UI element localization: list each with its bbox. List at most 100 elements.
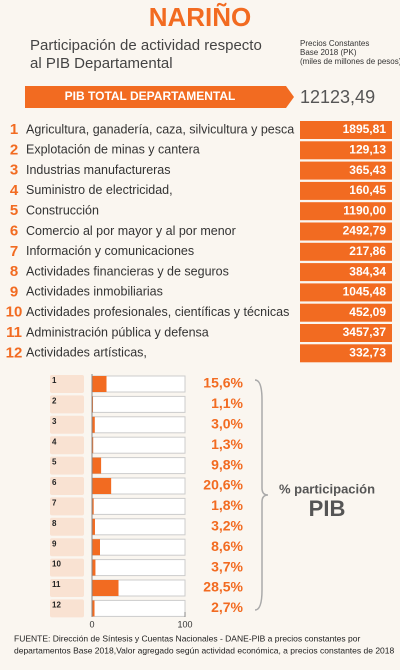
row-number: 10 bbox=[6, 304, 23, 321]
row-value: 3457,37 bbox=[343, 325, 387, 339]
bar bbox=[92, 457, 102, 474]
icon bbox=[50, 415, 84, 434]
row-value: 1190,00 bbox=[343, 203, 386, 217]
value-box bbox=[300, 344, 392, 363]
row-label: Explotación de minas y cantera bbox=[26, 143, 200, 157]
category-label: 7 bbox=[52, 499, 57, 508]
footer: departamentos Base 2018,Valor agregado s… bbox=[14, 645, 395, 655]
row-label: Actividades inmobiliarias bbox=[26, 285, 163, 299]
row-value: 1045,48 bbox=[343, 285, 387, 299]
icon bbox=[50, 579, 84, 597]
icon bbox=[50, 456, 84, 475]
row-frame bbox=[91, 457, 186, 475]
category-label: 1 bbox=[52, 376, 57, 385]
row-value: 160,45 bbox=[349, 183, 386, 197]
value-box bbox=[300, 181, 392, 200]
annotation: PIB bbox=[309, 496, 346, 521]
value-label: 3,7% bbox=[211, 558, 243, 574]
row-label: Suministro de electricidad, bbox=[26, 183, 173, 197]
icon bbox=[50, 497, 84, 516]
icon bbox=[50, 538, 84, 557]
icon bbox=[50, 395, 84, 414]
icon bbox=[50, 558, 84, 577]
row-number: 5 bbox=[10, 202, 18, 219]
icon bbox=[50, 599, 84, 618]
value-label: 1,8% bbox=[211, 497, 243, 513]
value-label: 8,6% bbox=[211, 538, 243, 554]
icon bbox=[50, 477, 84, 495]
footer: FUENTE: Dirección de Síntesis y Cuentas … bbox=[14, 633, 360, 643]
bar bbox=[92, 600, 95, 617]
icon bbox=[50, 375, 84, 393]
value-label: 1,1% bbox=[211, 395, 243, 411]
value-label: 20,6% bbox=[203, 477, 243, 493]
units-note: Precios Constantes bbox=[300, 39, 369, 48]
icon bbox=[50, 517, 84, 536]
category-label: 4 bbox=[52, 437, 57, 446]
bar bbox=[92, 559, 96, 576]
bar bbox=[92, 396, 94, 413]
row-value: 2492,79 bbox=[343, 224, 387, 238]
row-value: 452,09 bbox=[349, 305, 386, 319]
row-label: Actividades profesionales, científicas y… bbox=[26, 305, 289, 319]
value-label: 28,5% bbox=[203, 579, 243, 595]
value-box bbox=[300, 263, 392, 282]
bar bbox=[92, 376, 107, 392]
subtitle: al PIB Departamental bbox=[30, 55, 173, 72]
bar bbox=[92, 539, 100, 556]
row-label: Industrias manufactureras bbox=[26, 163, 171, 177]
row-number: 12 bbox=[6, 344, 23, 361]
row-frame bbox=[91, 497, 186, 515]
row-label: Agricultura, ganadería, caza, silvicultu… bbox=[26, 122, 294, 136]
bar bbox=[92, 478, 112, 494]
value-box bbox=[300, 303, 392, 322]
x-tick-label: 0 bbox=[89, 619, 94, 629]
row-value: 384,34 bbox=[349, 264, 386, 278]
value-box bbox=[300, 324, 392, 342]
row-label: Construcción bbox=[26, 203, 99, 217]
category-label: 10 bbox=[52, 560, 61, 569]
value-box bbox=[300, 121, 392, 139]
row-label: Actividades financieras y de seguros bbox=[26, 264, 229, 278]
row-label: Información y comunicaciones bbox=[26, 244, 194, 258]
value-label: 9,8% bbox=[211, 456, 243, 472]
title: NARIÑO bbox=[149, 2, 252, 32]
row-number: 8 bbox=[10, 263, 18, 280]
row-number: 6 bbox=[10, 222, 18, 239]
row-frame bbox=[91, 599, 186, 617]
value-label: 15,6% bbox=[203, 375, 243, 391]
category-label: 12 bbox=[52, 601, 61, 610]
annotation: % participación bbox=[279, 481, 375, 496]
row-label: Actividades artísticas, bbox=[26, 346, 147, 360]
row-value: 217,86 bbox=[349, 244, 386, 258]
value-box bbox=[300, 242, 392, 261]
category-label: 2 bbox=[52, 397, 57, 406]
row-value: 332,73 bbox=[349, 345, 386, 359]
value-label: 3,0% bbox=[211, 416, 243, 432]
bar bbox=[92, 580, 119, 596]
row-frame bbox=[91, 416, 186, 434]
bar bbox=[92, 498, 94, 515]
value-box bbox=[300, 141, 392, 160]
bar bbox=[92, 416, 95, 433]
units-note: Base 2018 (PK) bbox=[300, 48, 357, 57]
x-tick-label: 100 bbox=[177, 619, 192, 629]
row-number: 1 bbox=[10, 121, 18, 138]
row-frame bbox=[91, 518, 186, 536]
row-number: 2 bbox=[10, 141, 18, 158]
row-frame bbox=[91, 395, 186, 413]
row-label: Administración pública y defensa bbox=[26, 325, 209, 339]
value-label: 2,7% bbox=[211, 599, 243, 615]
category-label: 6 bbox=[52, 478, 57, 487]
value-box bbox=[300, 222, 392, 241]
row-number: 11 bbox=[6, 324, 22, 341]
units-note: (miles de millones de pesos) bbox=[300, 57, 400, 66]
value-box bbox=[300, 283, 392, 302]
row-label: Comercio al por mayor y al por menor bbox=[26, 224, 236, 238]
row-number: 4 bbox=[10, 182, 19, 199]
icon bbox=[50, 436, 84, 455]
category-label: 5 bbox=[52, 458, 57, 467]
row-number: 7 bbox=[10, 243, 18, 260]
total-value: 12123,49 bbox=[300, 87, 375, 107]
